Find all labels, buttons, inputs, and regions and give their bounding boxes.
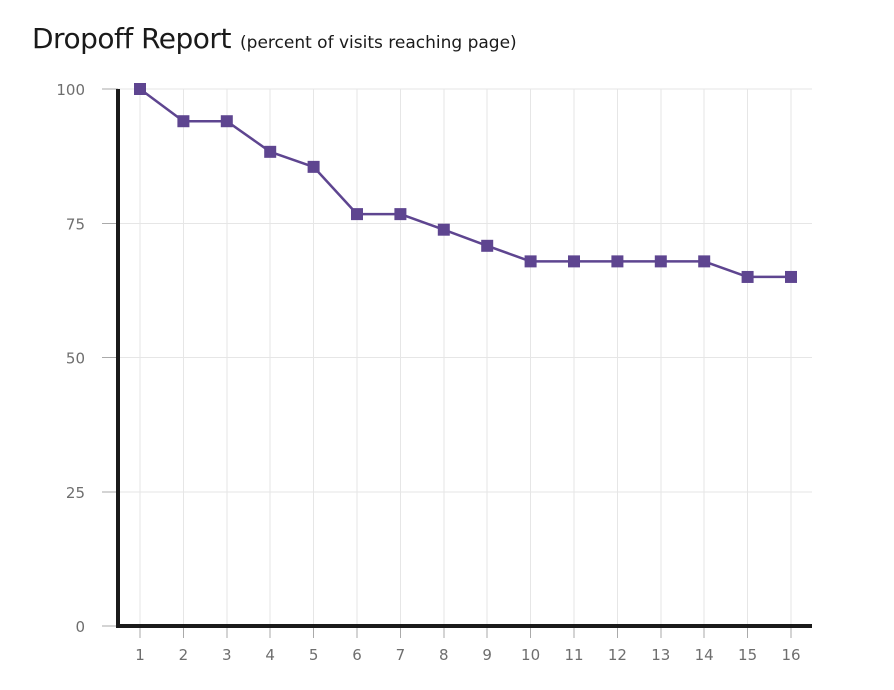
x-tick-label: 1 — [135, 646, 145, 664]
x-tick-label: 16 — [781, 646, 800, 664]
data-point-marker — [611, 255, 624, 268]
y-tick-label: 50 — [66, 350, 85, 368]
series — [134, 83, 797, 283]
x-tick-label: 14 — [695, 646, 714, 664]
series-line — [139, 87, 791, 279]
x-tick-label: 3 — [222, 646, 232, 664]
y-tick-label: 25 — [66, 484, 85, 502]
data-point-marker — [437, 223, 450, 236]
data-point-marker — [568, 255, 580, 268]
x-tick-label: 4 — [265, 646, 275, 664]
data-point-marker — [481, 239, 494, 252]
x-tick-label: 12 — [608, 646, 627, 664]
x-tick-label: 10 — [521, 646, 540, 664]
y-tick-label: 0 — [75, 618, 85, 636]
axes — [116, 89, 812, 628]
x-tick-label: 11 — [564, 646, 583, 664]
x-tick-label: 8 — [439, 646, 449, 664]
data-point-marker — [698, 255, 711, 268]
chart-subtitle: (percent of visits reaching page) — [240, 33, 517, 53]
x-tick-label: 15 — [738, 646, 757, 664]
data-point-marker — [220, 115, 233, 128]
data-point-marker — [654, 255, 667, 268]
x-tick-label: 7 — [396, 646, 406, 664]
data-point-marker — [264, 145, 277, 158]
data-point-marker — [177, 115, 190, 128]
y-tick-label: 100 — [56, 81, 85, 99]
data-point-marker — [134, 83, 146, 95]
data-point-marker — [741, 270, 754, 283]
x-tick-label: 9 — [482, 646, 492, 664]
data-point-marker — [785, 270, 797, 283]
data-point-marker — [307, 160, 320, 173]
grid-lines — [102, 88, 812, 638]
data-point-marker — [351, 208, 363, 221]
x-tick-label: 5 — [309, 646, 319, 664]
x-tick-label: 6 — [352, 646, 362, 664]
x-tick-label: 13 — [651, 646, 670, 664]
chart-title: Dropoff Report — [32, 22, 231, 55]
data-point-marker — [524, 255, 537, 268]
y-tick-label: 75 — [66, 215, 85, 233]
data-point-marker — [394, 208, 407, 221]
x-tick-label: 2 — [179, 646, 189, 664]
chart-title-block: Dropoff Report (percent of visits reachi… — [32, 22, 517, 55]
